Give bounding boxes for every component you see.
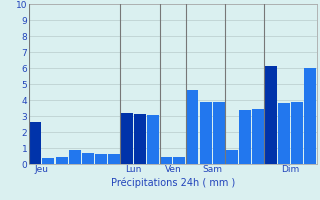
Bar xyxy=(239,110,251,164)
Bar xyxy=(55,157,68,164)
Bar xyxy=(147,115,159,164)
Bar xyxy=(43,158,54,164)
Bar xyxy=(29,122,41,164)
Bar xyxy=(68,150,81,164)
Bar xyxy=(134,114,146,164)
X-axis label: Précipitations 24h ( mm ): Précipitations 24h ( mm ) xyxy=(111,177,235,188)
Bar xyxy=(82,153,94,164)
Bar xyxy=(265,66,277,164)
Bar xyxy=(212,102,225,164)
Bar xyxy=(291,102,303,164)
Bar xyxy=(108,154,120,164)
Bar xyxy=(187,90,198,164)
Bar xyxy=(226,150,238,164)
Bar xyxy=(160,157,172,164)
Bar xyxy=(173,157,185,164)
Bar xyxy=(304,68,316,164)
Bar xyxy=(278,103,290,164)
Bar xyxy=(121,113,133,164)
Bar xyxy=(252,109,264,164)
Bar xyxy=(95,154,107,164)
Bar xyxy=(199,102,212,164)
